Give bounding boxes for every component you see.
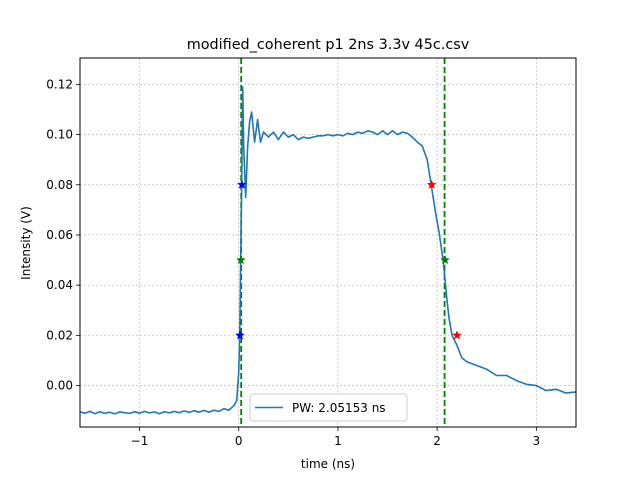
- chart-title: modified_coherent p1 2ns 3.3v 45c.csv: [187, 37, 470, 53]
- series-layer: [79, 86, 577, 415]
- x-tick-label: 3: [532, 434, 540, 448]
- y-tick-label: 0.12: [46, 77, 73, 91]
- star-marker: [235, 330, 245, 340]
- y-tick-label: 0.04: [46, 278, 73, 292]
- x-axis-label: time (ns): [301, 457, 355, 471]
- y-tick-label: 0.06: [46, 228, 73, 242]
- y-ticks: 0.00 0.02 0.04 0.06 0.08 0.10 0.12: [46, 77, 80, 393]
- star-marker: [236, 179, 247, 189]
- x-ticks: −1 0 1 2 3: [131, 427, 540, 448]
- y-tick-label: 0.02: [46, 328, 73, 342]
- y-tick-label: 0.08: [46, 178, 73, 192]
- y-tick-label: 0.10: [46, 128, 73, 142]
- legend-label: PW: 2.05153 ns: [292, 401, 386, 415]
- star-marker: [452, 330, 462, 340]
- plot-frame: [79, 57, 577, 428]
- legend-box: [249, 393, 408, 422]
- star-marker: [440, 254, 450, 265]
- series-line: [79, 86, 577, 415]
- x-tick-label: 1: [334, 434, 342, 448]
- x-tick-label: −1: [131, 434, 149, 448]
- markers-layer: [235, 179, 462, 340]
- x-tick-label: 0: [235, 434, 243, 448]
- grid: [80, 58, 576, 427]
- star-marker: [426, 179, 437, 189]
- y-axis-label: Intensity (V): [19, 206, 33, 280]
- x-tick-label: 2: [433, 434, 441, 448]
- legend: PW: 2.05153 ns: [249, 393, 408, 422]
- y-tick-label: 0.00: [46, 379, 73, 393]
- star-marker: [235, 254, 246, 265]
- vertical-lines: [240, 58, 446, 427]
